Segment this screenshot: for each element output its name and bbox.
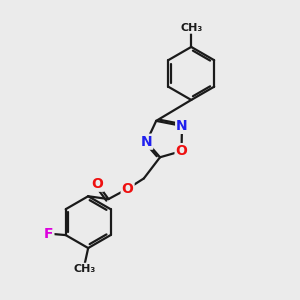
Text: CH₃: CH₃: [74, 264, 96, 274]
Text: N: N: [141, 135, 152, 149]
Text: CH₃: CH₃: [180, 23, 202, 33]
Text: O: O: [92, 177, 103, 191]
Text: O: O: [176, 144, 188, 158]
Text: O: O: [122, 182, 134, 196]
Text: F: F: [44, 226, 53, 241]
Text: N: N: [176, 119, 188, 133]
